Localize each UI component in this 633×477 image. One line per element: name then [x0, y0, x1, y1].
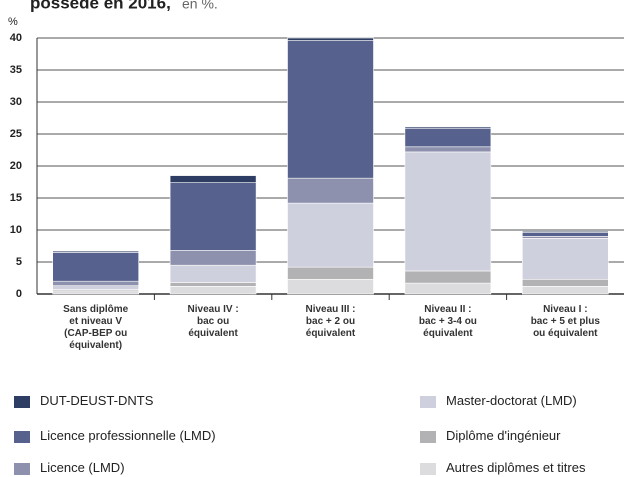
bar-segment — [52, 285, 140, 290]
bar-segment — [287, 40, 374, 179]
bar-segment — [404, 270, 492, 284]
x-tick-label: Sans diplôme et niveau V (CAP-BEP ou équ… — [63, 304, 129, 351]
legend-swatch — [420, 463, 436, 475]
y-tick-label: 10 — [10, 224, 22, 236]
legend-label: Autres diplômes et titres — [446, 460, 586, 475]
legend-label: Diplôme d'ingénieur — [446, 428, 561, 443]
y-tick-label: 25 — [10, 128, 22, 140]
y-tick-label: 30 — [10, 96, 22, 108]
bar-segment — [521, 230, 609, 233]
x-tick-label: Niveau IV : bac ou équivalent — [187, 304, 239, 339]
y-tick-label: 0 — [16, 288, 22, 300]
legend-label: DUT-DEUST-DNTS — [40, 393, 154, 408]
legend-swatch — [420, 431, 436, 443]
legend-swatch — [14, 463, 30, 475]
legend-label: Licence professionnelle (LMD) — [40, 428, 216, 443]
y-tick-label: 20 — [10, 160, 22, 172]
legend-label: Master-doctorat (LMD) — [446, 393, 577, 408]
bar-segment — [52, 280, 140, 286]
bar-segment — [404, 126, 492, 129]
bar-segment — [287, 177, 374, 204]
bar-segment — [404, 146, 492, 153]
bar-segment — [169, 182, 257, 251]
bar-segment — [287, 37, 374, 41]
bar-segment — [404, 127, 492, 148]
y-tick-label: 35 — [10, 64, 22, 76]
bar-segment — [169, 264, 257, 283]
chart-subtitle: en %. — [182, 0, 218, 12]
legend-swatch — [420, 396, 436, 408]
y-tick-label: 15 — [10, 192, 22, 204]
bar-segment — [52, 252, 140, 282]
bar-segment — [521, 278, 609, 287]
bar-segment — [169, 175, 257, 183]
bar-segment — [521, 232, 609, 237]
x-tick-label: Niveau I : bac + 5 et plus ou équivalent — [530, 304, 600, 339]
bar-segment — [287, 278, 374, 295]
y-unit: % — [8, 16, 18, 28]
bar-segment — [404, 282, 492, 295]
bar-segment — [521, 286, 609, 295]
bar-segment — [521, 238, 609, 280]
bar-segment — [404, 151, 492, 272]
bar-segment — [169, 250, 257, 266]
x-tick-label: Niveau III : bac + 2 ou équivalent — [305, 304, 356, 339]
y-tick-label: 40 — [10, 32, 22, 44]
x-tick-label: Niveau II : bac + 3-4 ou équivalent — [418, 304, 477, 339]
chart-title: possédé en 2016, — [30, 0, 171, 12]
bar-segment — [169, 282, 257, 287]
bar-segment — [287, 202, 374, 268]
bar-segment — [169, 286, 257, 295]
bar-segment — [52, 250, 140, 253]
legend-swatch — [14, 396, 30, 408]
y-tick-label: 5 — [16, 256, 22, 268]
legend-label: Licence (LMD) — [40, 460, 125, 475]
bar-segment — [52, 290, 140, 295]
legend-swatch — [14, 431, 30, 443]
bar-segment — [287, 266, 374, 280]
